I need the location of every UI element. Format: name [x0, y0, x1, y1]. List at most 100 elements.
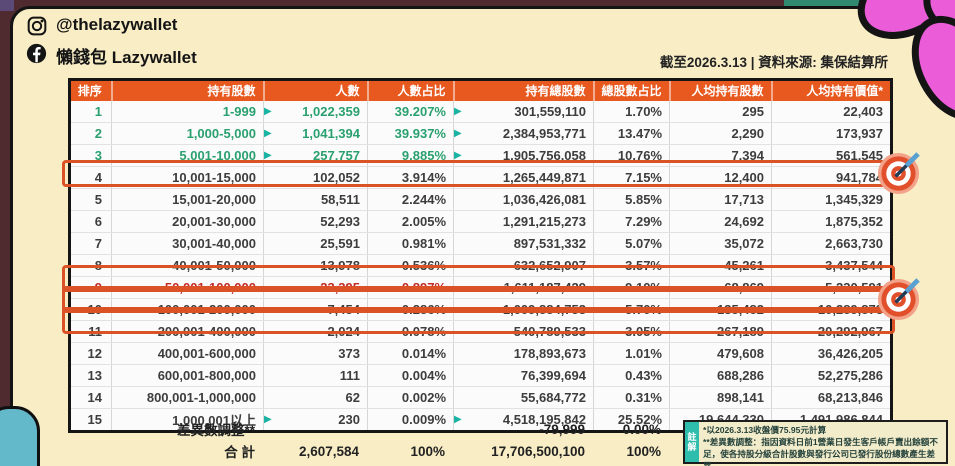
cell-total-shares: ▶1,009,884,753 [453, 298, 594, 321]
col-header-people: 人數 [263, 79, 369, 101]
footnote-line: 足，使各持股分級合計股數與發行公司已發行股份總數產生差異 [703, 449, 936, 466]
cell-total-shares-pct: 0.31% [593, 386, 670, 409]
instagram-handle: @thelazywallet [56, 15, 178, 34]
triangle-icon: ▶ [264, 413, 272, 425]
dart-target-icon [877, 278, 920, 321]
cell-people: ▶7,454 [263, 298, 368, 321]
cell-people: ▶52,293 [263, 210, 368, 233]
summary-rows: 差異數調整** -79,999 0.00% 合 計 2,607,584 100%… [68, 418, 890, 462]
cell-range: 400,001-600,000 [111, 342, 264, 365]
cell-range: 20,001-30,000 [111, 210, 264, 233]
cell-avg-value: 20,292,967 [771, 320, 892, 343]
cell-rank: 1 [69, 101, 112, 123]
cell-avg-shares: 688,286 [669, 364, 772, 387]
cell-avg-shares: 479,608 [669, 342, 772, 365]
shareholding-table: 排序 持有股數 人數 人數占比 持有總股數 總股數占比 人均持有股數 人均持有價… [68, 78, 893, 433]
cell-avg-shares: 12,400 [669, 166, 772, 189]
adjustment-label: 差異數調整** [176, 423, 255, 438]
cell-rank: 10 [69, 298, 112, 321]
table-row: 13 600,001-800,000 ▶111 0.004% ▶76,399,6… [69, 364, 892, 387]
cell-people: ▶ 230 [263, 408, 368, 432]
cell-range: 1,000-5,000 [111, 122, 264, 145]
instagram-icon [27, 16, 47, 36]
cell-people: ▶58,511 [263, 188, 368, 211]
cell-total-shares: ▶ 1,905,756,058 [453, 144, 594, 167]
cell-total-shares-pct: 0.43% [593, 364, 670, 387]
cell-total-shares: ▶ 2,384,953,771 [453, 122, 594, 145]
cell-total-shares: ▶1,036,426,081 [453, 188, 594, 211]
cell-people-pct: 0.286% [367, 298, 454, 321]
cell-people: ▶ 1,041,394 [263, 122, 368, 145]
cell-range: 600,001-800,000 [111, 364, 264, 387]
cell-total-shares: ▶ 301,559,110 [453, 101, 594, 123]
facebook-name: 懶錢包 Lazywallet [56, 48, 197, 67]
cell-avg-shares: 135,482 [669, 298, 772, 321]
cell-avg-value: 10,289,878 [771, 298, 892, 321]
cell-avg-shares: 45,261 [669, 254, 772, 277]
table-row: 11 200,001-400,000 ▶2,024 0.078% ▶540,78… [69, 320, 892, 343]
triangle-icon: ▶ [264, 105, 272, 117]
flower-decoration [857, 0, 955, 121]
footnote-line: **差異數調整：指因資料日前1營業日發生客戶帳戶賣出餘額不 [703, 437, 938, 448]
table-row: 12 400,001-600,000 ▶373 0.014% ▶178,893,… [69, 342, 892, 365]
cell-total-shares: ▶ 4,518,195,842 [453, 408, 594, 432]
cell-total-shares-pct: 3.05% [593, 320, 670, 343]
table-row: 6 20,001-30,000 ▶52,293 2.005% ▶1,291,21… [69, 210, 892, 233]
adjustment-shares-pct: 0.00% [622, 421, 661, 437]
cell-rank: 14 [69, 386, 112, 409]
dart-target-icon [877, 152, 920, 195]
cell-avg-shares: 68,869 [669, 276, 772, 299]
total-shares-pct: 100% [626, 443, 661, 459]
col-header-total-shares-pct: 總股數占比 [593, 79, 671, 101]
cell-avg-value: 1,345,329 [771, 188, 892, 211]
cell-avg-shares: 24,692 [669, 210, 772, 233]
table-row: 3 5,001-10,000 ▶ 257,757 9.885% ▶ 1,905,75… [69, 144, 892, 167]
cell-rank: 4 [69, 166, 112, 189]
cell-avg-value: 173,937 [771, 122, 892, 145]
total-row: 合 計 2,607,584 100% 17,706,500,100 100% [68, 440, 890, 462]
total-people-pct: 100% [410, 443, 445, 459]
cell-total-shares-pct: 7.29% [593, 210, 670, 233]
cell-people: ▶ 1,022,359 [263, 101, 368, 123]
cell-total-shares: ▶178,893,673 [453, 342, 594, 365]
cell-avg-shares: 898,141 [669, 386, 772, 409]
table-row: 2 1,000-5,000 ▶ 1,041,394 39.937% ▶ 2,384,… [69, 122, 892, 145]
cell-rank: 8 [69, 254, 112, 277]
cell-people-pct: 0.897% [367, 276, 454, 299]
cell-range: 15,001-20,000 [111, 188, 264, 211]
cell-total-shares-pct: 7.15% [593, 166, 670, 189]
cell-rank: 7 [69, 232, 112, 255]
cell-people: ▶25,591 [263, 232, 368, 255]
cell-range: 800,001-1,000,000 [111, 386, 264, 409]
footnote-box: 註解 *以2026.3.13收盤價75.95元計算 **差異數調整：指因資料日前… [683, 420, 948, 466]
background-purple-strip [0, 0, 14, 11]
col-header-range: 持有股數 [111, 79, 265, 101]
cell-people-pct: 3.914% [367, 166, 454, 189]
cell-people: ▶111 [263, 364, 368, 387]
cell-total-shares: ▶1,611,187,429 [453, 276, 594, 299]
cell-range: 1-999 [111, 101, 264, 123]
cell-people-pct: 39.207% [367, 101, 454, 123]
cell-people-pct: 2.244% [367, 188, 454, 211]
cell-people: ▶ 257,757 [263, 144, 368, 167]
table-row: 10 100,001-200,000 ▶7,454 0.286% ▶1,009,… [69, 298, 892, 321]
cell-people-pct: 0.536% [367, 254, 454, 277]
cell-people-pct: 9.885% [367, 144, 454, 167]
footnote-tab: 註解 [685, 422, 699, 462]
cell-avg-value: 36,426,205 [771, 342, 892, 365]
table-row: 9 50,001-100,000 ▶23,395 0.897% ▶1,611,1… [69, 276, 892, 299]
cell-total-shares-pct: 5.07% [593, 232, 670, 255]
col-header-people-pct: 人數占比 [367, 79, 455, 101]
cell-people-pct: 2.005% [367, 210, 454, 233]
as-of-source-line: 截至2026.3.13 | 資料來源: 集保結算所 [659, 55, 888, 70]
shareholding-table-wrap: 排序 持有股數 人數 人數占比 持有總股數 總股數占比 人均持有股數 人均持有價… [62, 78, 895, 433]
table-row: 7 30,001-40,000 ▶25,591 0.981% ▶897,531,… [69, 232, 892, 255]
triangle-icon: ▶ [454, 105, 462, 117]
cell-range: 100,001-200,000 [111, 298, 264, 321]
cell-avg-shares: 35,072 [669, 232, 772, 255]
cell-people-pct: 39.937% [367, 122, 454, 145]
cell-people-pct: 0.004% [367, 364, 454, 387]
cell-rank: 11 [69, 320, 112, 343]
cell-total-shares: ▶540,789,533 [453, 320, 594, 343]
